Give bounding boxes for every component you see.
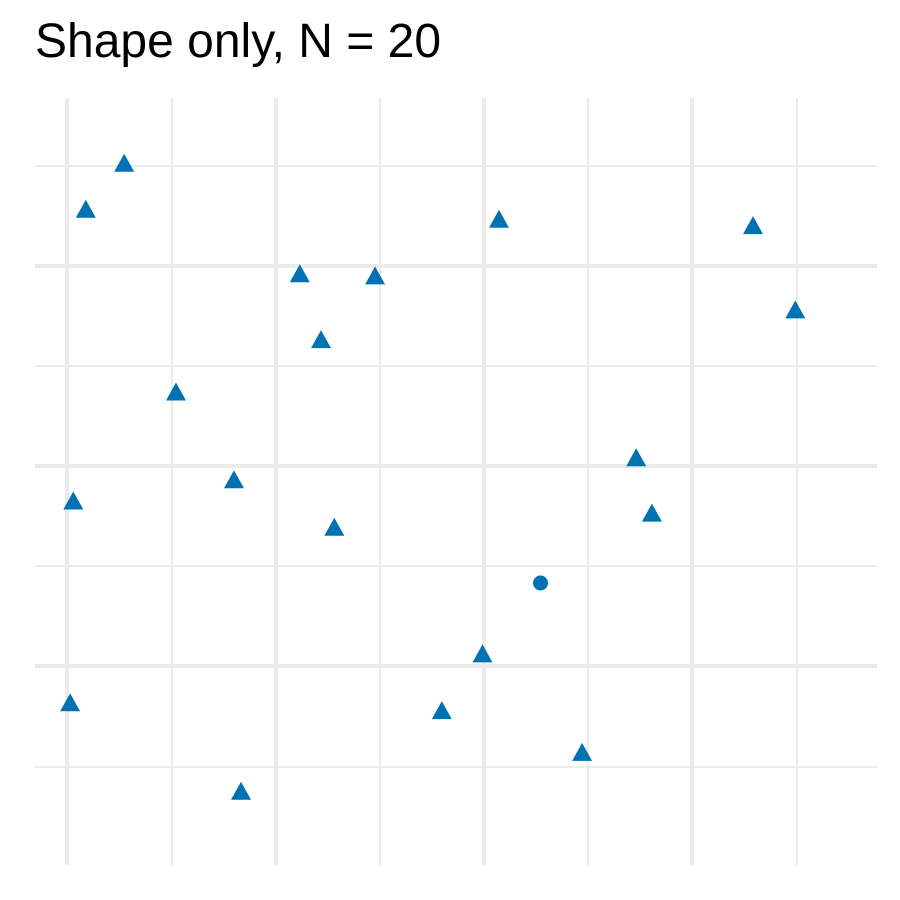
data-point-triangle xyxy=(60,693,81,712)
data-point-triangle xyxy=(166,382,186,401)
data-point-triangle xyxy=(324,517,345,536)
data-point-triangle xyxy=(641,503,662,522)
data-point-triangle xyxy=(572,742,593,761)
data-point-triangle xyxy=(489,209,509,228)
data-point-triangle xyxy=(75,199,96,218)
data-point-triangle xyxy=(224,470,244,489)
data-point-triangle xyxy=(431,701,452,720)
data-point-triangle xyxy=(472,644,493,663)
data-point-triangle xyxy=(289,264,310,283)
chart-title: Shape only, N = 20 xyxy=(35,15,442,68)
data-points xyxy=(60,153,806,800)
data-point-circle xyxy=(533,575,548,591)
grid-lines xyxy=(35,98,877,865)
data-point-triangle xyxy=(365,266,386,285)
data-point-triangle xyxy=(231,781,251,800)
data-point-triangle xyxy=(63,491,84,510)
data-point-triangle xyxy=(785,300,806,319)
data-point-triangle xyxy=(743,216,763,235)
data-point-triangle xyxy=(626,448,647,467)
data-point-triangle xyxy=(114,153,135,172)
data-point-triangle xyxy=(311,330,331,349)
